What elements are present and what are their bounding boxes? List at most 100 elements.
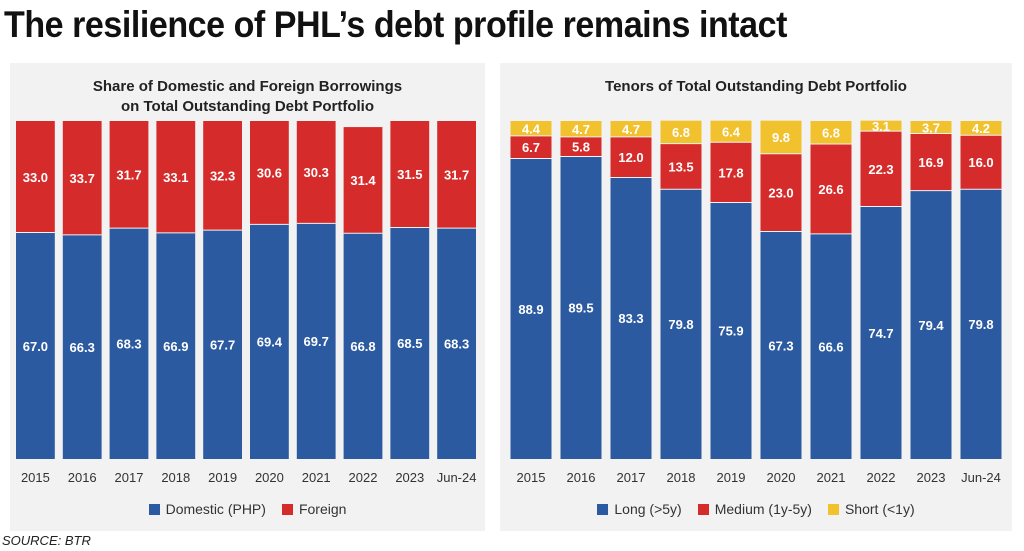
bar-segment [62, 234, 102, 459]
data-label: 31.4 [350, 173, 376, 188]
data-label: 33.0 [23, 170, 48, 185]
bar-segment [810, 121, 852, 144]
bar-segment [610, 121, 652, 137]
legend-swatch [827, 503, 839, 515]
x-tick-label: 2017 [617, 470, 646, 485]
data-label: 67.7 [210, 338, 235, 353]
x-tick-label: 2023 [395, 470, 424, 485]
bar-segment [960, 121, 1002, 136]
data-label: 69.7 [304, 334, 329, 349]
data-label: 66.9 [163, 339, 188, 354]
bar-segment [510, 158, 552, 459]
legend-swatch [148, 503, 160, 515]
data-label: 68.3 [116, 337, 141, 352]
data-label: 66.8 [350, 339, 375, 354]
bar-segment [16, 121, 55, 233]
data-label: 79.8 [668, 317, 693, 332]
legend-item-long: Long (>5y) [597, 501, 682, 517]
data-label: 6.4 [722, 124, 741, 139]
data-label: 6.7 [522, 140, 540, 155]
chart-title-line: on Total Outstanding Debt Portfolio [120, 98, 375, 115]
data-label: 9.8 [772, 130, 790, 145]
bar-segment [510, 121, 552, 136]
x-tick-label: 2020 [767, 470, 796, 485]
data-label: 30.3 [304, 165, 329, 180]
bar-segment [109, 228, 149, 459]
bar-segment [860, 120, 902, 132]
bar-segment [343, 127, 383, 234]
bar-segment [343, 233, 383, 459]
bar-segment [810, 143, 852, 234]
bar-segment [610, 177, 652, 460]
data-label: 33.7 [70, 171, 95, 186]
data-label: 68.5 [397, 336, 422, 351]
data-label: 16.9 [918, 155, 943, 170]
bar-segment [960, 135, 1002, 190]
x-tick-label: 2023 [917, 470, 946, 485]
bar-segment [390, 227, 430, 459]
data-label: 32.3 [210, 169, 235, 184]
x-tick-label: 2017 [115, 470, 144, 485]
bar-segment [860, 131, 902, 207]
bar-segment [810, 233, 852, 459]
chart-panel-tenors: Tenors of Total Outstanding Debt Portfol… [500, 63, 1012, 531]
legend-swatch [697, 503, 709, 515]
data-label: 22.3 [868, 162, 893, 177]
source-note: SOURCE: BTR [2, 533, 91, 548]
bar-segment [860, 206, 902, 459]
data-label: 31.7 [116, 168, 141, 183]
bar-segment [710, 142, 752, 203]
bar-segment [660, 143, 702, 190]
bar-segment [156, 121, 196, 233]
bar-segment [610, 136, 652, 178]
x-tick-label: 2015 [517, 470, 546, 485]
legend-label: Foreign [298, 501, 347, 517]
legend-item-foreign: Foreign [281, 501, 347, 517]
data-label: 4.7 [572, 122, 590, 137]
chart-title-line: Tenors of Total Outstanding Debt Portfol… [605, 78, 907, 95]
bar-segment [910, 190, 952, 459]
data-label: 89.5 [568, 301, 593, 316]
data-label: 68.3 [444, 337, 469, 352]
data-label: 4.4 [522, 121, 541, 136]
legend-label: Long (>5y) [614, 501, 682, 517]
legend-item-short: Short (<1y) [827, 501, 915, 517]
data-label: 66.3 [70, 340, 95, 355]
bar-segment [250, 224, 289, 459]
bar-segment [296, 121, 336, 224]
data-label: 75.9 [718, 324, 743, 339]
chart-legend: Long (>5y) Medium (1y-5y) Short (<1y) [500, 501, 1012, 517]
x-tick-label: 2020 [255, 470, 284, 485]
bar-segment [660, 120, 702, 144]
bar-segment [760, 153, 802, 232]
data-label: 12.0 [618, 150, 643, 165]
x-tick-label: 2022 [349, 470, 378, 485]
bar-segment [960, 189, 1002, 459]
bar-segment [156, 232, 196, 459]
x-tick-label: 2018 [161, 470, 190, 485]
x-tick-label: Jun-24 [961, 470, 1001, 485]
bar-segment [109, 121, 149, 229]
bar-segment [710, 120, 752, 143]
x-tick-label: 2019 [717, 470, 746, 485]
x-tick-label: Jun-24 [437, 470, 477, 485]
legend-swatch [281, 503, 293, 515]
x-tick-label: 2021 [817, 470, 846, 485]
page-headline: The resilience of PHL’s debt profile rem… [4, 4, 788, 45]
data-label: 79.4 [918, 318, 944, 333]
legend-label: Medium (1y-5y) [714, 501, 812, 517]
bar-segment [62, 121, 102, 235]
bar-segment [203, 121, 242, 231]
legend-swatch [597, 503, 609, 515]
chart-panel-borrowings: Share of Domestic and Foreign Borrowings… [10, 63, 485, 531]
data-label: 6.8 [672, 125, 690, 140]
bar-segment [437, 121, 476, 229]
data-label: 17.8 [718, 165, 743, 180]
bar-segment [560, 136, 602, 157]
data-label: 83.3 [618, 311, 643, 326]
bar-segment [203, 230, 242, 459]
bar-segment [560, 121, 602, 137]
bar-segment [560, 156, 602, 459]
bar-segment [660, 189, 702, 459]
legend-item-medium: Medium (1y-5y) [697, 501, 812, 517]
